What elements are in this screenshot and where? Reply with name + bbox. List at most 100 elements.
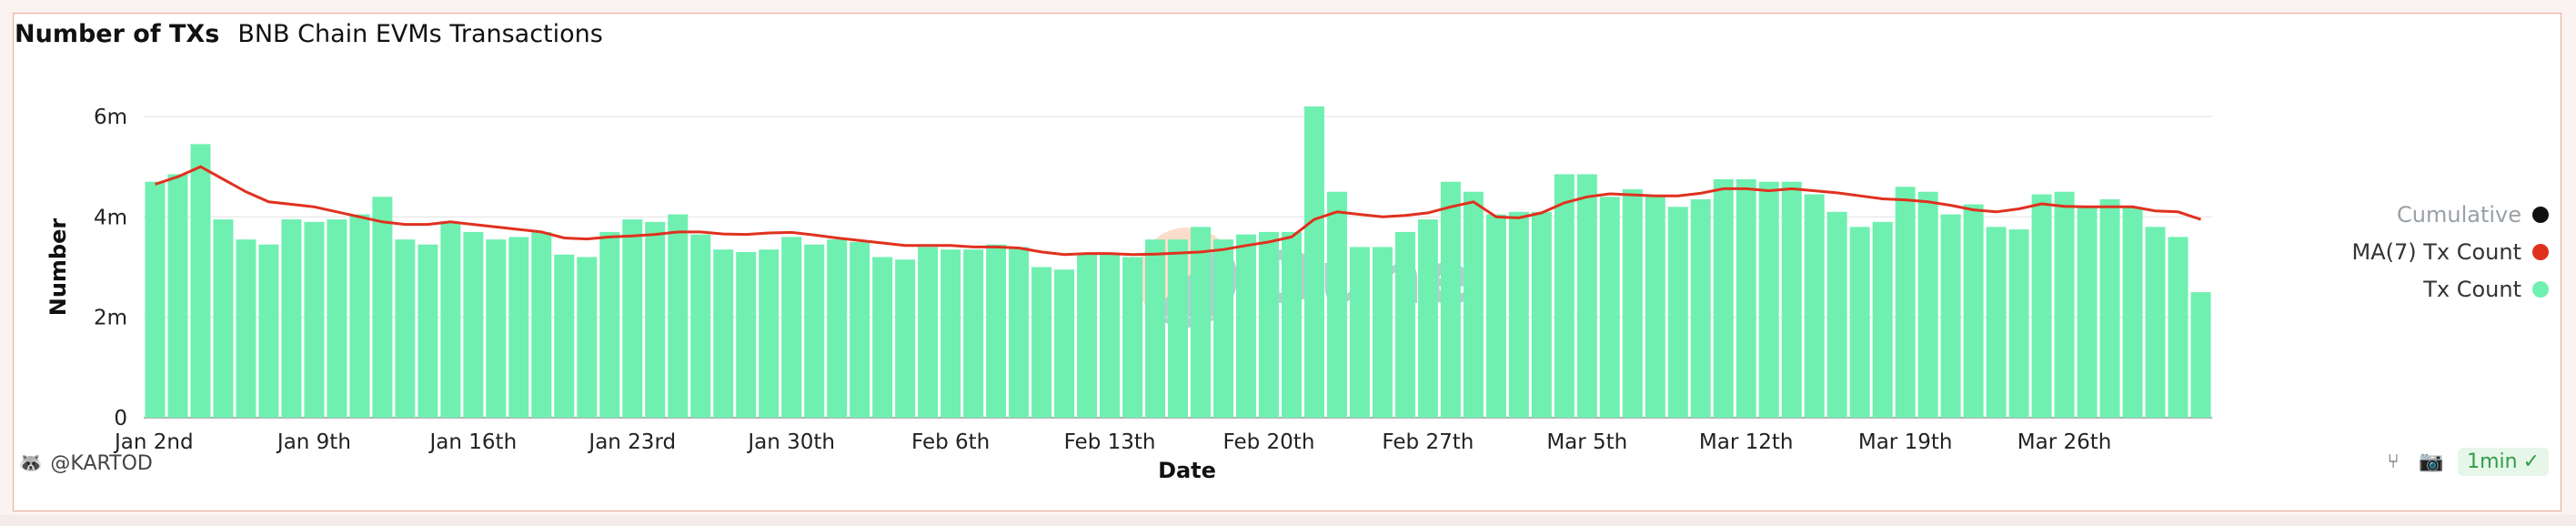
bar[interactable] bbox=[1394, 231, 1415, 418]
bar[interactable] bbox=[327, 219, 347, 418]
bar[interactable] bbox=[986, 244, 1007, 418]
bar[interactable] bbox=[1940, 214, 1961, 418]
legend-item-cumulative[interactable]: Cumulative bbox=[2397, 202, 2549, 228]
bar[interactable] bbox=[1235, 234, 1256, 418]
bar[interactable] bbox=[1031, 267, 1052, 419]
bar[interactable] bbox=[1804, 194, 1825, 418]
bar[interactable] bbox=[1576, 174, 1597, 419]
bar[interactable] bbox=[781, 237, 802, 418]
bar[interactable] bbox=[1622, 188, 1643, 418]
bar[interactable] bbox=[918, 247, 939, 418]
bar[interactable] bbox=[1645, 197, 1665, 418]
bar[interactable] bbox=[963, 249, 984, 418]
bar[interactable] bbox=[1281, 231, 1302, 418]
bar[interactable] bbox=[1531, 211, 1552, 418]
bar[interactable] bbox=[1508, 211, 1529, 418]
bar[interactable] bbox=[1690, 199, 1711, 418]
bar[interactable] bbox=[486, 239, 507, 418]
bar[interactable] bbox=[2077, 207, 2098, 418]
bar[interactable] bbox=[1054, 269, 1075, 418]
bar[interactable] bbox=[1190, 227, 1211, 418]
bar[interactable] bbox=[850, 241, 870, 418]
bar[interactable] bbox=[690, 234, 711, 418]
bar[interactable] bbox=[1667, 207, 1688, 418]
bar[interactable] bbox=[1849, 227, 1870, 418]
bar[interactable] bbox=[349, 214, 370, 418]
bar[interactable] bbox=[1986, 227, 2007, 418]
bar[interactable] bbox=[1826, 211, 1847, 418]
bar[interactable] bbox=[668, 214, 689, 418]
bar[interactable] bbox=[2122, 207, 2143, 418]
bar[interactable] bbox=[1303, 106, 1324, 418]
bar[interactable] bbox=[1713, 178, 1734, 419]
bar[interactable] bbox=[281, 219, 302, 418]
bar[interactable] bbox=[1009, 247, 1030, 418]
bar[interactable] bbox=[895, 259, 916, 418]
bar[interactable] bbox=[1213, 239, 1233, 418]
bar[interactable] bbox=[1895, 187, 1916, 418]
bar[interactable] bbox=[577, 257, 598, 418]
bar[interactable] bbox=[1758, 181, 1779, 418]
bar[interactable] bbox=[236, 239, 257, 418]
bar[interactable] bbox=[1417, 219, 1438, 418]
bar[interactable] bbox=[1736, 178, 1756, 419]
bar[interactable] bbox=[1122, 257, 1143, 418]
fork-icon[interactable]: ⑂ bbox=[2387, 450, 2400, 473]
bar[interactable] bbox=[1463, 191, 1484, 418]
bar[interactable] bbox=[1485, 214, 1506, 418]
bar[interactable] bbox=[1599, 197, 1620, 418]
legend-item-tx-count[interactable]: Tx Count bbox=[2423, 277, 2549, 302]
bar[interactable] bbox=[2008, 229, 2029, 418]
bar[interactable] bbox=[1917, 191, 1938, 418]
bar[interactable] bbox=[941, 249, 961, 418]
bar[interactable] bbox=[1326, 191, 1347, 418]
bar[interactable] bbox=[1258, 231, 1279, 418]
bar[interactable] bbox=[1349, 247, 1370, 418]
bar[interactable] bbox=[713, 249, 734, 418]
bar[interactable] bbox=[372, 197, 393, 418]
bar[interactable] bbox=[531, 231, 552, 418]
refresh-badge[interactable]: 1min ✓ bbox=[2458, 448, 2549, 476]
legend-label: Cumulative bbox=[2397, 202, 2521, 228]
bar[interactable] bbox=[145, 181, 166, 418]
bar[interactable] bbox=[1145, 239, 1166, 418]
bar[interactable] bbox=[167, 174, 188, 419]
bar[interactable] bbox=[440, 221, 461, 418]
bar[interactable] bbox=[1554, 174, 1575, 419]
bar[interactable] bbox=[258, 244, 279, 418]
bar[interactable] bbox=[2145, 227, 2166, 418]
bar[interactable] bbox=[213, 219, 234, 418]
bar[interactable] bbox=[1872, 221, 1893, 418]
author-credit[interactable]: 🦝 @KARTOD bbox=[18, 452, 153, 475]
bar[interactable] bbox=[190, 144, 211, 418]
bar[interactable] bbox=[2031, 194, 2052, 418]
bar[interactable] bbox=[304, 221, 325, 418]
bar[interactable] bbox=[2099, 199, 2120, 418]
bar[interactable] bbox=[554, 254, 575, 418]
bar[interactable] bbox=[827, 239, 848, 418]
bar[interactable] bbox=[1168, 239, 1188, 418]
legend-item-ma7[interactable]: MA(7) Tx Count bbox=[2351, 239, 2549, 265]
bar[interactable] bbox=[1781, 181, 1802, 418]
bar[interactable] bbox=[395, 239, 416, 418]
bar[interactable] bbox=[804, 244, 825, 418]
bar[interactable] bbox=[2054, 191, 2075, 418]
bar[interactable] bbox=[508, 237, 529, 418]
bar[interactable] bbox=[463, 231, 484, 418]
bar[interactable] bbox=[2190, 292, 2211, 418]
bar[interactable] bbox=[1100, 254, 1121, 418]
bar[interactable] bbox=[599, 231, 620, 418]
bar[interactable] bbox=[872, 257, 893, 418]
bar[interactable] bbox=[759, 249, 780, 418]
bar[interactable] bbox=[1372, 247, 1393, 418]
bar[interactable] bbox=[418, 244, 438, 418]
bar[interactable] bbox=[622, 219, 643, 418]
bar[interactable] bbox=[1963, 204, 1984, 418]
bar[interactable] bbox=[1077, 254, 1098, 418]
bar[interactable] bbox=[645, 221, 666, 418]
bar[interactable] bbox=[2168, 237, 2189, 418]
bar[interactable] bbox=[1440, 181, 1461, 418]
bar[interactable] bbox=[736, 251, 757, 418]
ma7-line[interactable] bbox=[155, 165, 2201, 257]
camera-icon[interactable]: 📷 bbox=[2419, 450, 2444, 473]
